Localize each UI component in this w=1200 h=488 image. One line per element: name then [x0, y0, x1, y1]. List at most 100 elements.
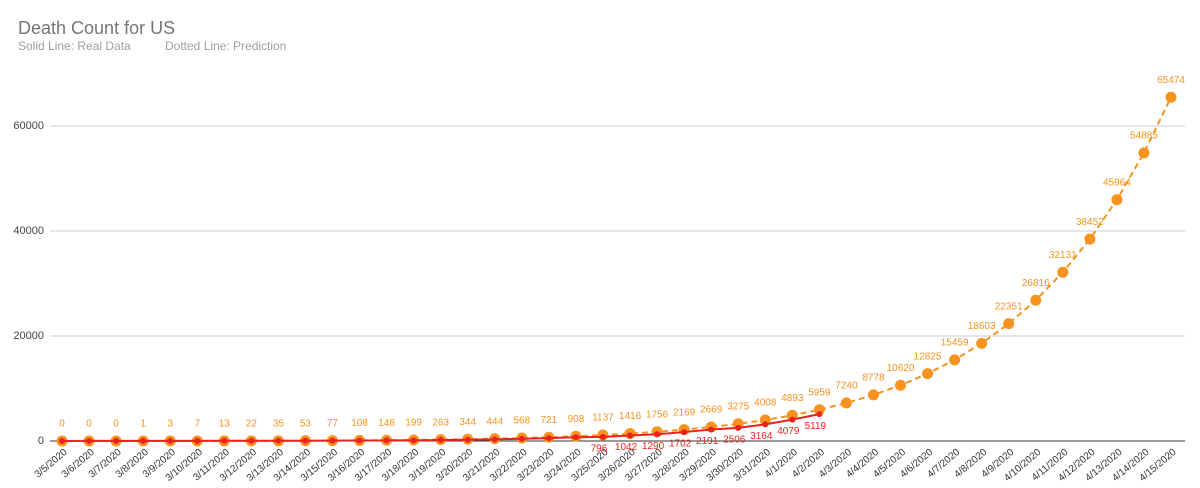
- data-point: [840, 397, 852, 409]
- data-point: [275, 437, 282, 444]
- data-label: 8778: [862, 373, 885, 384]
- data-label: 26816: [1022, 278, 1050, 289]
- data-point: [949, 354, 961, 366]
- data-point: [627, 432, 634, 439]
- data-point: [1111, 194, 1123, 206]
- data-point: [221, 437, 228, 444]
- data-label: 1137: [592, 413, 614, 424]
- data-point: [867, 389, 879, 401]
- data-point: [437, 436, 444, 443]
- data-label: 148: [378, 418, 395, 429]
- data-label: 1: [140, 419, 146, 430]
- data-label: 32131: [1049, 250, 1077, 261]
- data-label: 2191: [696, 436, 719, 447]
- data-label: 1416: [619, 411, 642, 422]
- data-label: 1290: [642, 441, 665, 452]
- data-label: 2169: [673, 407, 696, 418]
- y-tick-label: 60000: [13, 120, 44, 132]
- data-label: 1702: [669, 439, 692, 450]
- data-point: [167, 437, 174, 444]
- data-point: [113, 437, 120, 444]
- data-point: [1057, 266, 1069, 278]
- data-point: [1165, 91, 1177, 103]
- data-point: [383, 437, 390, 444]
- data-point: [302, 437, 309, 444]
- y-tick-label: 20000: [13, 330, 44, 342]
- data-label: 908: [568, 414, 585, 425]
- y-tick-label: 0: [38, 435, 44, 447]
- data-label: 721: [541, 415, 558, 426]
- data-label: 796: [591, 443, 608, 454]
- data-label: 18603: [968, 321, 996, 332]
- data-point: [922, 368, 934, 380]
- data-label: 7: [194, 419, 200, 430]
- chart-subtitle: Dotted Line: Prediction: [165, 39, 286, 53]
- data-point: [895, 379, 907, 391]
- data-point: [464, 436, 471, 443]
- data-label: 0: [86, 419, 92, 430]
- data-point: [681, 429, 688, 436]
- chart-subtitle: Solid Line: Real Data: [18, 39, 131, 53]
- data-label: 54885: [1130, 130, 1158, 141]
- data-point: [86, 437, 93, 444]
- data-label: 3275: [727, 401, 750, 412]
- data-point: [762, 421, 769, 428]
- data-label: 15459: [941, 337, 969, 348]
- data-label: 2669: [700, 405, 723, 416]
- data-point: [1030, 294, 1042, 306]
- data-label: 1042: [615, 442, 638, 453]
- data-label: 263: [432, 417, 449, 428]
- data-label: 65474: [1157, 75, 1185, 86]
- data-point: [759, 414, 771, 426]
- data-label: 108: [351, 418, 368, 429]
- data-point: [545, 435, 552, 442]
- data-point: [518, 435, 525, 442]
- data-label: 10620: [887, 363, 915, 374]
- data-label: 13: [219, 419, 231, 430]
- data-label: 3164: [750, 431, 773, 442]
- data-label: 199: [405, 418, 422, 429]
- data-point: [356, 437, 363, 444]
- data-label: 568: [513, 416, 530, 427]
- data-label: 45964: [1103, 177, 1131, 188]
- data-point: [1138, 147, 1150, 159]
- data-label: 3: [167, 419, 173, 430]
- data-label: 344: [459, 417, 476, 428]
- data-point: [572, 434, 579, 441]
- data-point: [976, 337, 988, 349]
- data-label: 1756: [646, 409, 669, 420]
- data-point: [816, 411, 823, 418]
- data-point: [599, 433, 606, 440]
- data-label: 4893: [781, 393, 804, 404]
- data-label: 77: [327, 418, 339, 429]
- data-point: [735, 424, 742, 431]
- data-label: 2506: [723, 434, 746, 445]
- series-line: [62, 96, 1172, 442]
- data-point: [491, 436, 498, 443]
- data-label: 12825: [914, 351, 942, 362]
- data-point: [1003, 318, 1015, 330]
- data-label: 0: [59, 419, 65, 430]
- data-point: [248, 437, 255, 444]
- data-label: 444: [486, 416, 503, 427]
- data-label: 7240: [835, 381, 858, 392]
- y-tick-label: 40000: [13, 225, 44, 237]
- chart-title: Death Count for US: [18, 18, 175, 38]
- data-label: 0: [113, 419, 119, 430]
- data-point: [789, 416, 796, 423]
- data-point: [410, 437, 417, 444]
- data-label: 5959: [808, 387, 831, 398]
- data-label: 22351: [995, 301, 1023, 312]
- data-label: 4008: [754, 398, 777, 409]
- data-label: 4079: [777, 426, 800, 437]
- data-point: [1084, 233, 1096, 245]
- data-point: [59, 437, 65, 444]
- data-point: [708, 426, 715, 433]
- data-point: [329, 437, 336, 444]
- data-label: 5119: [805, 421, 827, 432]
- data-point: [813, 404, 825, 416]
- data-point: [140, 437, 147, 444]
- data-label: 38452: [1076, 217, 1104, 228]
- data-label: 35: [273, 418, 285, 429]
